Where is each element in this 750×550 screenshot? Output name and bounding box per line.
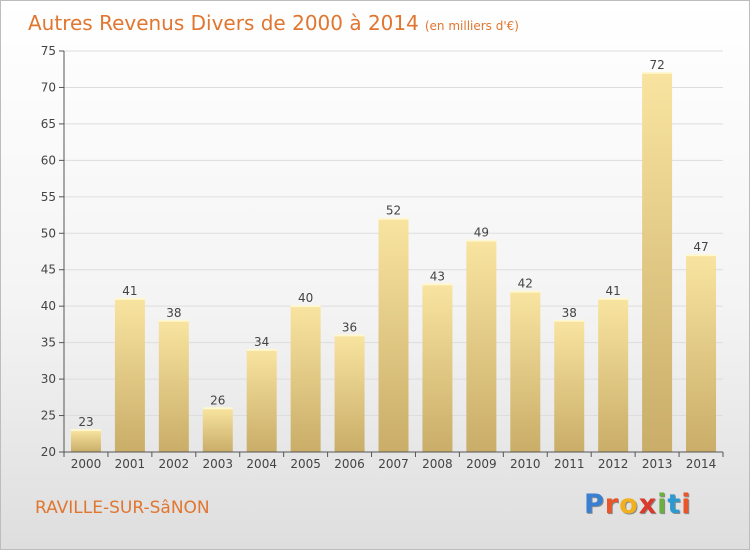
proxiti-logo[interactable]: Proxiti (584, 489, 692, 520)
data-label: 34 (254, 335, 269, 349)
y-tick-label: 75 (41, 44, 56, 58)
x-tick-label: 2002 (159, 457, 190, 471)
y-tick-label: 65 (41, 117, 56, 131)
y-tick-label: 20 (41, 445, 56, 459)
x-tick-label: 2004 (246, 457, 277, 471)
logo-letter: i (657, 489, 668, 520)
data-label: 40 (298, 291, 313, 305)
x-tick-label: 2007 (378, 457, 409, 471)
x-tick-label: 2001 (115, 457, 146, 471)
logo-letter: r (604, 489, 620, 520)
y-tick-label: 25 (41, 409, 56, 423)
x-tick-label: 2011 (554, 457, 585, 471)
bar (554, 320, 585, 452)
data-label: 47 (693, 240, 708, 254)
y-tick-label: 45 (41, 263, 56, 277)
bar (70, 430, 101, 452)
bar (466, 240, 497, 452)
data-label: 52 (386, 204, 401, 218)
bar (422, 284, 453, 452)
data-label: 38 (166, 306, 181, 320)
bar (686, 255, 717, 452)
logo-letter: i (681, 489, 692, 520)
bar (114, 298, 145, 452)
y-tick-label: 40 (41, 299, 56, 313)
x-tick-label: 2003 (202, 457, 233, 471)
labels: 20 25 30 35 40 45 50 55 60 65 70 75 23 2000 41 2001 38 20… (41, 44, 717, 471)
bar (598, 298, 629, 452)
logo-letter: t (667, 489, 682, 520)
y-tick-label: 60 (41, 153, 56, 167)
bar (378, 218, 409, 452)
bar (642, 72, 673, 452)
data-label: 42 (518, 277, 533, 291)
y-tick-label: 35 (41, 336, 56, 350)
x-tick-label: 2006 (334, 457, 365, 471)
data-label: 26 (210, 393, 225, 407)
bar (290, 306, 321, 452)
x-tick-label: 2010 (510, 457, 541, 471)
data-label: 49 (474, 226, 489, 240)
x-tick-label: 2008 (422, 457, 453, 471)
axes (59, 50, 724, 457)
commune-name: RAVILLE-SUR-SâNON (35, 498, 210, 518)
y-tick-label: 50 (41, 226, 56, 240)
data-label: 23 (78, 415, 93, 429)
x-tick-label: 2009 (466, 457, 497, 471)
bar (510, 291, 541, 452)
logo-letter: x (638, 489, 658, 520)
data-label: 36 (342, 320, 357, 334)
chart-unit: (en milliers d'€) (424, 19, 519, 33)
chart-title-text: Autres Revenus Divers de 2000 à 2014 (28, 11, 419, 35)
logo-letter: o (619, 489, 639, 520)
x-tick-label: 2013 (642, 457, 673, 471)
bars (70, 71, 717, 452)
y-tick-label: 70 (41, 80, 56, 94)
data-label: 38 (562, 306, 577, 320)
bar (246, 349, 277, 452)
y-tick-label: 55 (41, 190, 56, 204)
bar (158, 320, 189, 452)
bar (202, 408, 233, 452)
logo-letter: P (584, 489, 605, 520)
bar (334, 335, 365, 452)
data-label: 72 (649, 58, 664, 72)
data-label: 41 (122, 284, 137, 298)
x-tick-label: 2005 (290, 457, 321, 471)
data-label: 41 (606, 284, 621, 298)
x-tick-label: 2012 (598, 457, 629, 471)
data-label: 43 (430, 269, 445, 283)
y-tick-label: 30 (41, 372, 56, 386)
x-tick-label: 2000 (71, 457, 102, 471)
chart-title: Autres Revenus Divers de 2000 à 2014 (en … (28, 11, 519, 35)
x-tick-label: 2014 (686, 457, 717, 471)
